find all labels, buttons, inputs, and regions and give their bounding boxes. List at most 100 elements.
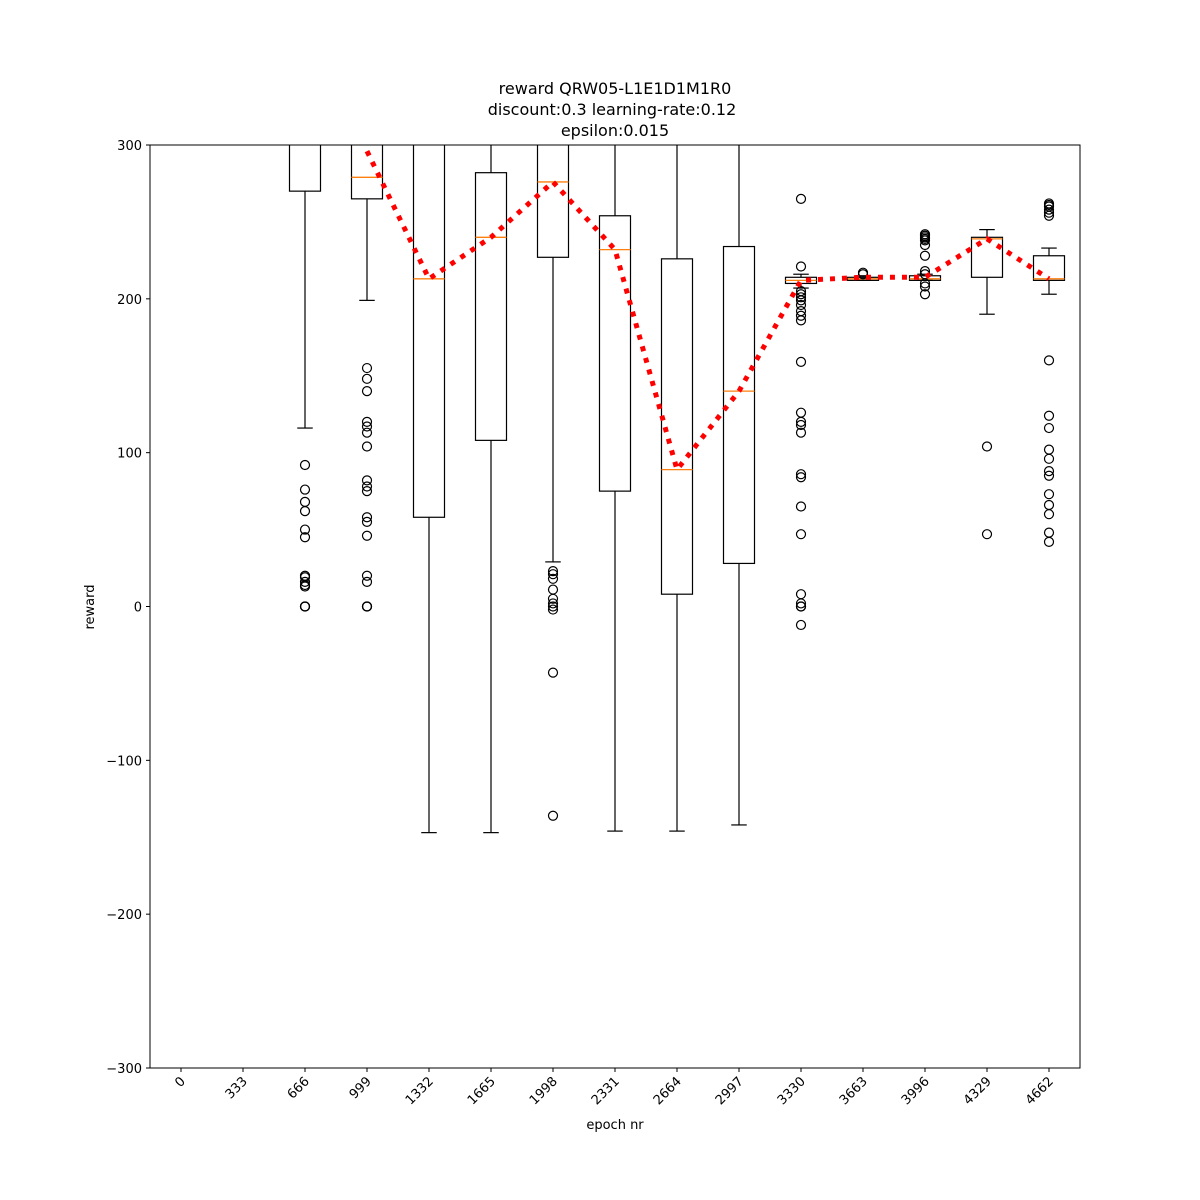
box-plot-2664 bbox=[660, 145, 694, 832]
outlier-point bbox=[361, 570, 373, 581]
x-tick-label: 4329 bbox=[961, 1074, 995, 1108]
outlier-point bbox=[361, 512, 373, 523]
outlier-point bbox=[857, 269, 869, 280]
outlier-point bbox=[795, 315, 807, 326]
outlier-point bbox=[361, 427, 373, 438]
outlier-point bbox=[547, 573, 559, 584]
outlier-point bbox=[1043, 536, 1055, 547]
outlier-point bbox=[547, 566, 559, 577]
outlier-point bbox=[795, 310, 807, 321]
box-plot-1332 bbox=[412, 145, 446, 834]
x-tick-label: 2664 bbox=[651, 1074, 685, 1108]
outlier-point bbox=[361, 475, 373, 486]
outlier-point bbox=[795, 589, 807, 600]
outlier-point bbox=[361, 373, 373, 384]
outlier-point bbox=[299, 496, 311, 507]
outlier-point bbox=[547, 584, 559, 595]
outlier-point bbox=[1043, 207, 1055, 218]
outlier-point bbox=[1043, 210, 1055, 221]
box-iqr bbox=[350, 145, 384, 200]
outlier-point bbox=[795, 292, 807, 303]
outlier-point bbox=[361, 421, 373, 432]
outlier-point bbox=[547, 810, 559, 821]
outlier-point bbox=[795, 356, 807, 368]
outlier-point bbox=[919, 250, 931, 261]
y-tick-label: 0 bbox=[134, 601, 142, 616]
y-tick-label: 200 bbox=[117, 293, 142, 308]
outlier-point bbox=[795, 289, 807, 300]
outlier-point bbox=[795, 419, 807, 431]
outlier-point bbox=[919, 281, 931, 292]
outlier-point bbox=[361, 481, 373, 492]
outlier-point bbox=[299, 532, 311, 543]
y-tick-label: 100 bbox=[117, 447, 142, 462]
outlier-point bbox=[795, 472, 807, 483]
box-iqr bbox=[598, 215, 632, 492]
box-plot-1665 bbox=[474, 145, 508, 834]
outlier-point bbox=[981, 529, 993, 540]
outlier-point bbox=[919, 266, 931, 277]
box-plot-3330 bbox=[784, 193, 818, 631]
box-iqr bbox=[536, 145, 570, 258]
outlier-point bbox=[795, 598, 807, 609]
outlier-point bbox=[795, 427, 807, 438]
outlier-point bbox=[361, 416, 373, 427]
box-iqr bbox=[660, 258, 694, 595]
outlier-point bbox=[547, 601, 559, 612]
outlier-point bbox=[1043, 453, 1055, 464]
outlier-point bbox=[361, 601, 373, 612]
chart-title-line-3: epsilon:0.015 bbox=[561, 121, 669, 140]
outlier-point bbox=[1043, 466, 1055, 477]
box-plot-4662 bbox=[1032, 198, 1066, 547]
x-tick-label: 1665 bbox=[465, 1074, 499, 1108]
outlier-point bbox=[361, 486, 373, 497]
outlier-point bbox=[299, 524, 311, 535]
x-tick-label: 2331 bbox=[589, 1074, 623, 1108]
outlier-point bbox=[795, 601, 807, 612]
box-plot-3663 bbox=[846, 267, 880, 281]
outlier-point bbox=[361, 576, 373, 587]
x-tick-label: 1998 bbox=[527, 1074, 561, 1108]
outlier-point bbox=[1043, 509, 1055, 520]
outlier-point bbox=[1043, 355, 1055, 366]
x-tick-label: 3330 bbox=[775, 1074, 809, 1108]
outlier-point bbox=[919, 235, 931, 246]
box-plot-1998 bbox=[536, 145, 570, 821]
box-plot-999 bbox=[350, 145, 384, 612]
box-iqr bbox=[722, 245, 756, 565]
outlier-point bbox=[547, 667, 559, 678]
plot-area bbox=[288, 145, 1066, 834]
y-axis: −300 −200 −100 0 100 200 300 bbox=[106, 139, 150, 1077]
outlier-point bbox=[919, 289, 931, 300]
outlier-point bbox=[795, 295, 807, 306]
outlier-point bbox=[547, 604, 559, 615]
box-plot-4329 bbox=[970, 229, 1004, 540]
y-tick-label: −300 bbox=[106, 1062, 142, 1077]
x-axis: 0 333 666 999 1332 1665 1998 2331 2664 2997 3330 36… bbox=[172, 1068, 1057, 1108]
box-iqr bbox=[1032, 255, 1066, 281]
outlier-point bbox=[795, 407, 807, 418]
outlier-point bbox=[547, 569, 559, 580]
x-tick-label: 999 bbox=[347, 1074, 375, 1102]
outlier-point bbox=[919, 239, 931, 251]
outlier-point bbox=[795, 299, 807, 311]
x-tick-label: 4662 bbox=[1023, 1074, 1057, 1108]
box-iqr bbox=[474, 172, 508, 441]
x-tick-label: 2997 bbox=[713, 1074, 747, 1108]
y-tick-label: 300 bbox=[117, 139, 142, 154]
outlier-point bbox=[547, 598, 559, 609]
x-tick-label: 0 bbox=[172, 1074, 188, 1090]
outlier-point bbox=[795, 529, 807, 540]
outlier-point bbox=[795, 619, 807, 631]
outlier-point bbox=[795, 416, 807, 427]
outlier-point bbox=[919, 278, 931, 289]
outlier-point bbox=[361, 530, 373, 541]
box-plot-2331 bbox=[598, 145, 632, 832]
outlier-point bbox=[1043, 410, 1055, 421]
x-tick-label: 333 bbox=[223, 1074, 251, 1102]
y-axis-label: reward bbox=[83, 584, 98, 629]
box-plot-2997 bbox=[722, 145, 756, 826]
outlier-point bbox=[795, 469, 807, 480]
x-axis-label: epoch nr bbox=[586, 1118, 644, 1133]
x-tick-label: 3663 bbox=[837, 1074, 871, 1108]
